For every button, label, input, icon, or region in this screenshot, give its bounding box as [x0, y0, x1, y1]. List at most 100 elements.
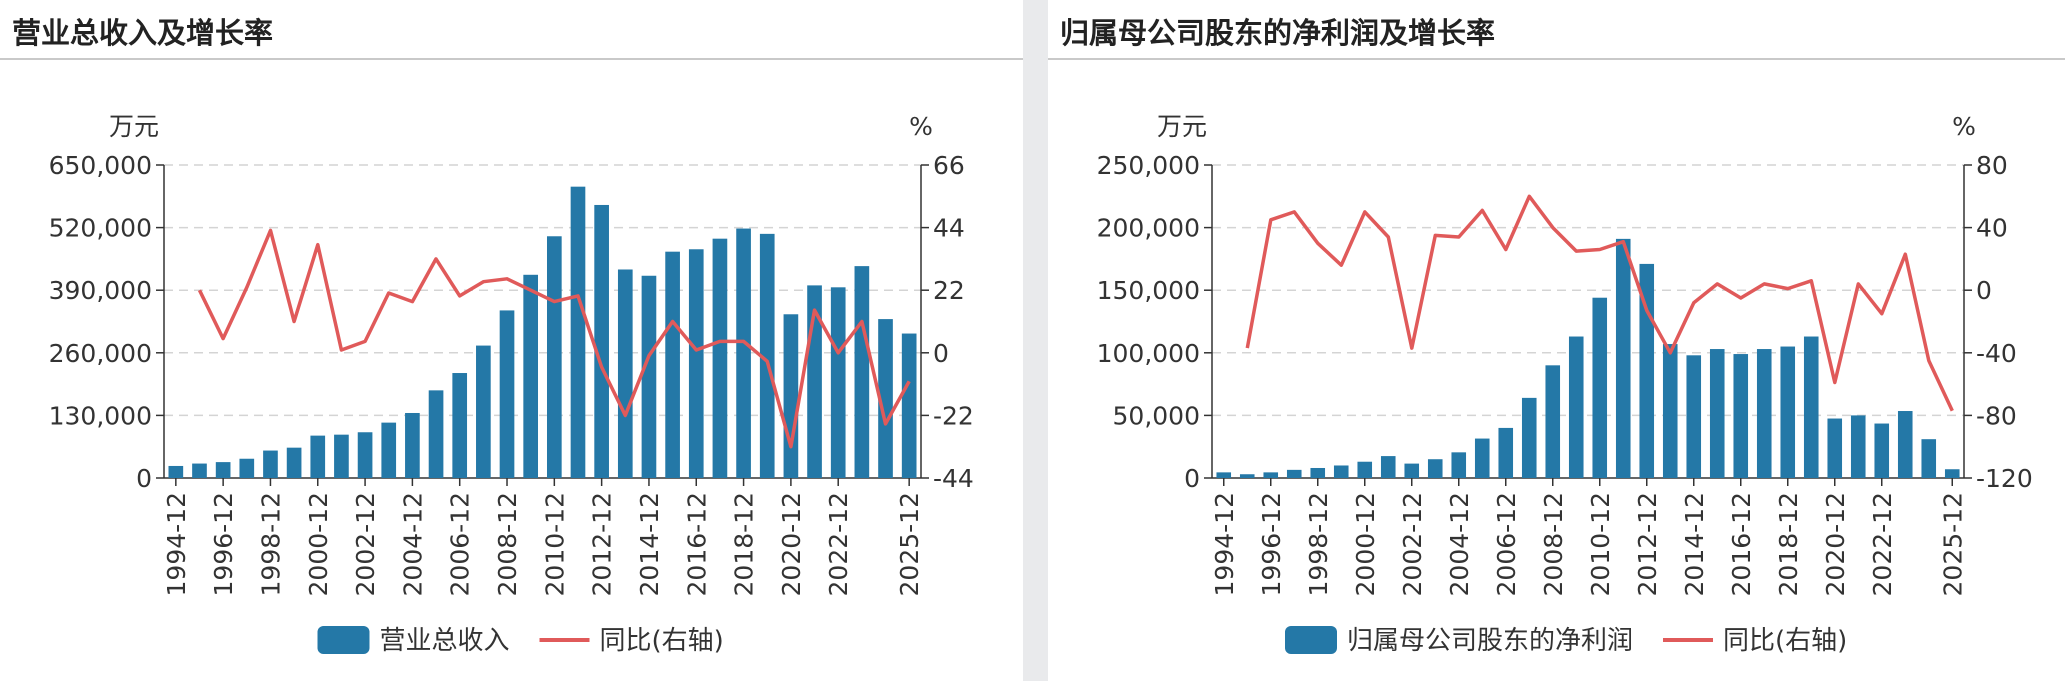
bar	[428, 390, 444, 478]
left-axis-label: 520,000	[49, 214, 152, 243]
bar	[239, 458, 255, 478]
chart-title: 营业总收入及增长率	[12, 16, 274, 50]
left-axis-label: 390,000	[49, 276, 152, 305]
bar	[1498, 427, 1514, 478]
x-axis-label: 2012-12	[1633, 492, 1662, 596]
legend-bar-label: 归属母公司股东的净利润	[1347, 626, 1633, 656]
bar	[1568, 336, 1584, 478]
bar	[1216, 472, 1232, 478]
growth-rate-line	[197, 228, 911, 449]
x-axis-label: 1998-12	[256, 492, 285, 596]
bar	[1709, 349, 1725, 478]
x-axis-label: 2018-12	[730, 492, 759, 596]
x-axis-label: 2022-12	[1868, 492, 1897, 596]
x-axis-label: 2004-12	[398, 492, 427, 596]
bar	[783, 314, 799, 478]
bar	[1357, 461, 1373, 478]
chart-title: 归属母公司股东的净利润及增长率	[1060, 16, 1496, 50]
left-axis-unit: 万元	[109, 112, 159, 141]
bar	[759, 233, 775, 478]
x-axis-label: 2004-12	[1445, 492, 1474, 596]
x-axis-label: 2020-12	[777, 492, 806, 596]
net-profit-chart-panel: 归属母公司股东的净利润及增长率 0 50,000 100,000 150,000 200…	[1048, 0, 2065, 681]
bar	[476, 345, 491, 478]
bar	[405, 412, 420, 478]
bar	[215, 462, 231, 478]
bar	[1404, 463, 1420, 478]
net-profit-chart: 0 50,000 100,000 150,000 200,000 250,000 -120 -…	[1097, 112, 2033, 656]
left-axis-label: 200,000	[1097, 214, 1200, 243]
x-axis-label: 2022-12	[824, 492, 853, 596]
bar	[263, 450, 278, 478]
bar	[523, 274, 539, 478]
x-axis-label: 2008-12	[493, 492, 522, 596]
revenue-chart-panel: 营业总收入及增长率 0 130,000 260,000 390,000 520,000 6…	[0, 0, 1023, 681]
bar	[1897, 411, 1913, 478]
bar	[830, 287, 846, 478]
legend-line-label: 同比(右轴)	[1723, 626, 1847, 656]
bar	[1733, 354, 1749, 478]
bar	[617, 269, 633, 478]
bar	[192, 463, 207, 478]
right-axis-label: -120	[1976, 464, 2033, 493]
left-axis-label: 50,000	[1113, 401, 1200, 430]
x-axis-label: 2008-12	[1539, 492, 1568, 596]
bar	[1615, 238, 1631, 478]
bar	[1263, 472, 1279, 478]
bar	[1686, 355, 1702, 478]
x-axis-label: 2000-12	[304, 492, 333, 596]
x-axis-label: 2006-12	[1492, 492, 1521, 596]
bar	[452, 373, 468, 478]
x-axis-label: 2014-12	[1680, 492, 1709, 596]
right-axis-unit: %	[909, 112, 933, 141]
bar	[1521, 397, 1537, 478]
right-axis-label: -40	[1976, 339, 2017, 368]
bar	[570, 186, 586, 478]
bar	[1921, 439, 1937, 478]
title-divider	[0, 58, 1023, 60]
x-axis-label: 2010-12	[1586, 492, 1615, 596]
legend-line-label: 同比(右轴)	[600, 626, 724, 656]
bar	[1310, 467, 1326, 478]
bar	[1239, 474, 1255, 478]
bar	[1874, 423, 1890, 478]
x-axis-label: 2025-12	[895, 492, 924, 596]
bar	[168, 465, 184, 478]
bar	[1850, 415, 1866, 478]
x-axis-label: 2016-12	[682, 492, 711, 596]
right-axis-unit: %	[1952, 112, 1976, 141]
bar	[688, 249, 704, 478]
bar	[310, 435, 326, 478]
bar	[901, 333, 917, 478]
left-axis-label: 650,000	[49, 151, 152, 180]
title-divider	[1048, 58, 2065, 60]
x-axis-label: 1998-12	[1304, 492, 1333, 596]
bar	[381, 422, 397, 478]
right-axis-label: -44	[933, 464, 974, 493]
legend-bar-label: 营业总收入	[380, 626, 510, 656]
x-axis-label: 1996-12	[209, 492, 238, 596]
bar	[1380, 456, 1396, 478]
x-axis-label: 2020-12	[1821, 492, 1850, 596]
bar	[499, 310, 515, 478]
x-axis-label: 2012-12	[588, 492, 617, 596]
x-axis-label: 2000-12	[1351, 492, 1380, 596]
bar	[1780, 346, 1796, 478]
bar	[1592, 297, 1608, 478]
bar	[712, 238, 728, 478]
left-axis-label: 260,000	[49, 339, 152, 368]
bar	[1286, 469, 1302, 478]
right-axis-label: 0	[1976, 276, 1992, 305]
bar	[1662, 344, 1678, 478]
bar	[334, 434, 349, 478]
x-axis-label: 2018-12	[1774, 492, 1803, 596]
right-axis-label: 40	[1976, 214, 2008, 243]
x-axis-label: 1994-12	[162, 492, 191, 596]
growth-rate-line	[1245, 194, 1954, 412]
bar	[594, 204, 609, 478]
bar	[1333, 465, 1349, 478]
x-axis-label: 2025-12	[1938, 492, 1967, 596]
left-axis-label: 250,000	[1097, 151, 1200, 180]
x-axis-label: 2016-12	[1727, 492, 1756, 596]
bar	[1944, 469, 1960, 478]
